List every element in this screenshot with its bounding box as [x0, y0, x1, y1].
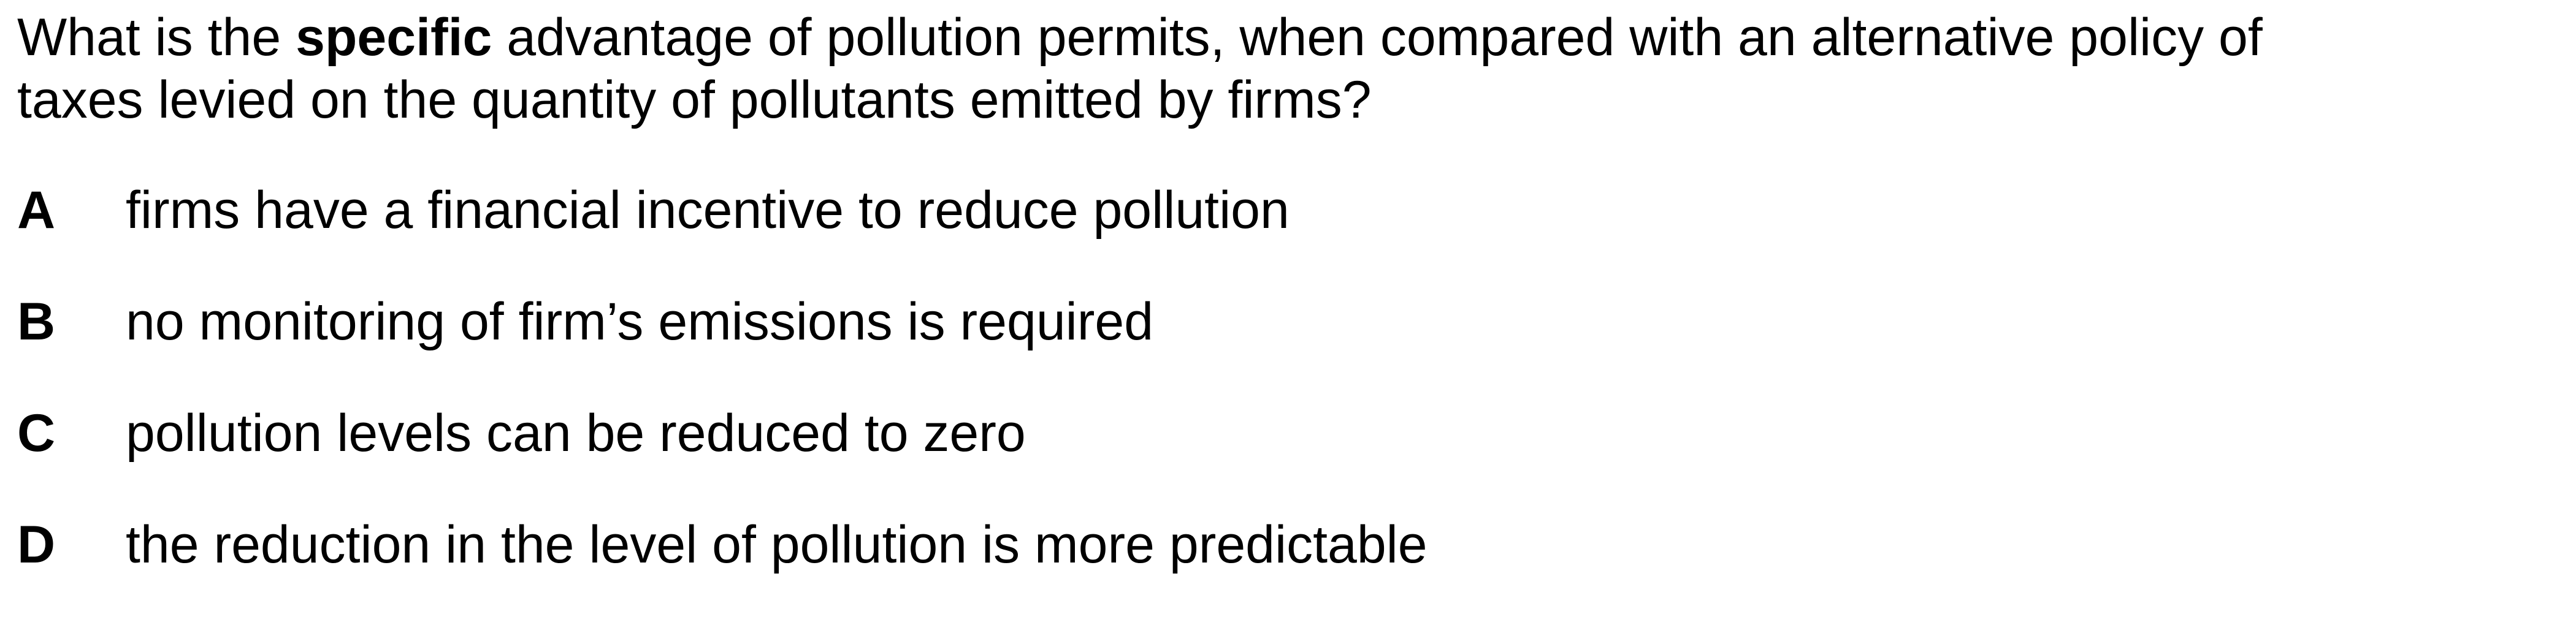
question-text-rest: advantage of pollution permits, when com… — [492, 8, 2263, 67]
question-emphasis: specific — [296, 8, 492, 67]
question-stem: What is the specific advantage of pollut… — [17, 6, 2556, 131]
option-a[interactable]: A firms have a financial incentive to re… — [17, 179, 2556, 241]
option-d[interactable]: D the reduction in the level of pollutio… — [17, 513, 2556, 576]
answer-options: A firms have a financial incentive to re… — [17, 179, 2556, 576]
option-text: the reduction in the level of pollution … — [126, 515, 1428, 574]
option-text: pollution levels can be reduced to zero — [126, 404, 1026, 463]
option-letter: B — [17, 292, 56, 351]
question-page: What is the specific advantage of pollut… — [17, 6, 2556, 625]
option-letter: A — [17, 181, 56, 240]
question-text-line2: taxes levied on the quantity of pollutan… — [17, 70, 1372, 129]
option-text: no monitoring of firm’s emissions is req… — [126, 292, 1154, 351]
option-b[interactable]: B no monitoring of firm’s emissions is r… — [17, 290, 2556, 353]
option-letter: C — [17, 404, 56, 463]
question-text-start: What is the — [17, 8, 296, 67]
option-letter: D — [17, 515, 56, 574]
option-text: firms have a financial incentive to redu… — [126, 181, 1290, 240]
option-c[interactable]: C pollution levels can be reduced to zer… — [17, 402, 2556, 464]
